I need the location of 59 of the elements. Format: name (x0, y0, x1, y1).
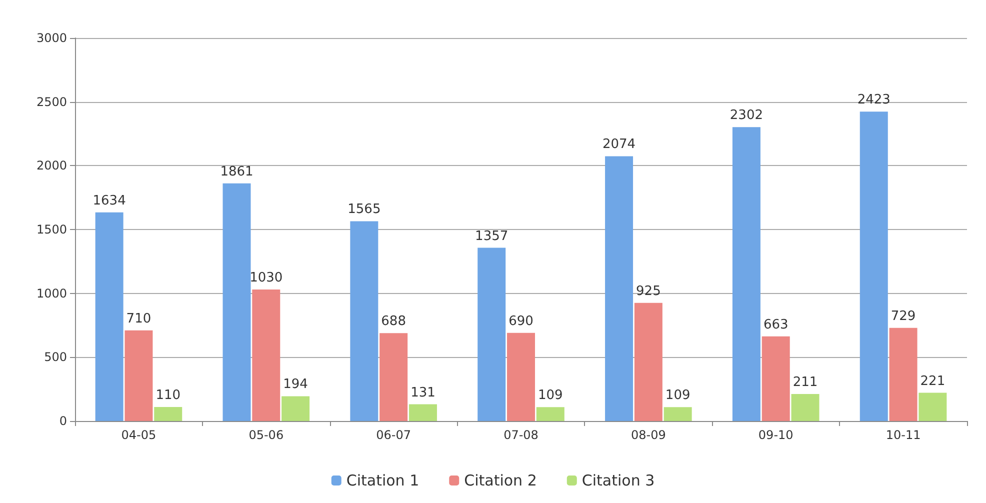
bar (408, 404, 437, 421)
y-tick-label: 1000 (36, 286, 67, 300)
bar (732, 127, 760, 421)
bar (791, 394, 820, 421)
data-label: 1357 (475, 228, 508, 244)
bar (605, 156, 634, 421)
bar (252, 290, 280, 421)
x-tick-label: 04-05 (121, 428, 156, 442)
x-tick-label: 05-06 (248, 428, 284, 442)
data-label: 1861 (220, 164, 254, 180)
data-label: 690 (508, 314, 534, 329)
bar (95, 212, 124, 421)
data-label: 688 (381, 314, 406, 330)
data-label: 925 (636, 284, 661, 299)
x-tick-label: 08-09 (630, 428, 666, 442)
y-tick-label: 2000 (36, 158, 67, 173)
x-tick-label: 10-11 (886, 428, 921, 442)
bar (478, 248, 506, 421)
x-tick-label: 07-08 (504, 428, 538, 442)
data-label: 110 (156, 388, 181, 403)
bar (762, 336, 790, 421)
data-label: 109 (538, 388, 563, 404)
y-tick-label: 2500 (36, 94, 67, 109)
data-label: 663 (763, 317, 788, 332)
data-label: 2074 (602, 137, 636, 152)
bar (222, 183, 251, 421)
data-label: 1565 (348, 202, 381, 218)
bar (380, 333, 408, 421)
bar (124, 330, 153, 421)
legend-label: Citation 1 (346, 472, 420, 490)
bar (860, 112, 888, 421)
bar (889, 328, 918, 421)
data-label: 710 (126, 311, 152, 326)
y-tick-label: 3000 (36, 31, 67, 45)
data-label: 109 (665, 388, 690, 404)
x-tick-label: 06-07 (376, 428, 412, 442)
x-tick-label: 09-10 (758, 428, 794, 442)
y-tick-label: 0 (59, 414, 67, 428)
data-label: 729 (890, 308, 916, 324)
data-label: 221 (920, 374, 946, 389)
data-label: 211 (792, 375, 818, 390)
legend-label: Citation 3 (582, 472, 655, 490)
data-label: 131 (410, 385, 436, 400)
y-tick-label: 500 (44, 350, 67, 364)
bar (154, 406, 182, 421)
bar (536, 407, 564, 421)
bar (634, 302, 662, 421)
bar (507, 332, 535, 421)
bar (350, 221, 378, 421)
legend-label: Citation 2 (464, 472, 537, 490)
bar (918, 392, 947, 421)
data-label: 2423 (857, 92, 890, 108)
y-tick-label: 1500 (36, 222, 67, 236)
data-label: 1634 (92, 193, 126, 208)
data-label: 2302 (730, 108, 764, 124)
bar (282, 396, 310, 421)
bar (664, 407, 692, 421)
data-label: 194 (283, 377, 308, 392)
data-label: 1030 (250, 270, 283, 286)
